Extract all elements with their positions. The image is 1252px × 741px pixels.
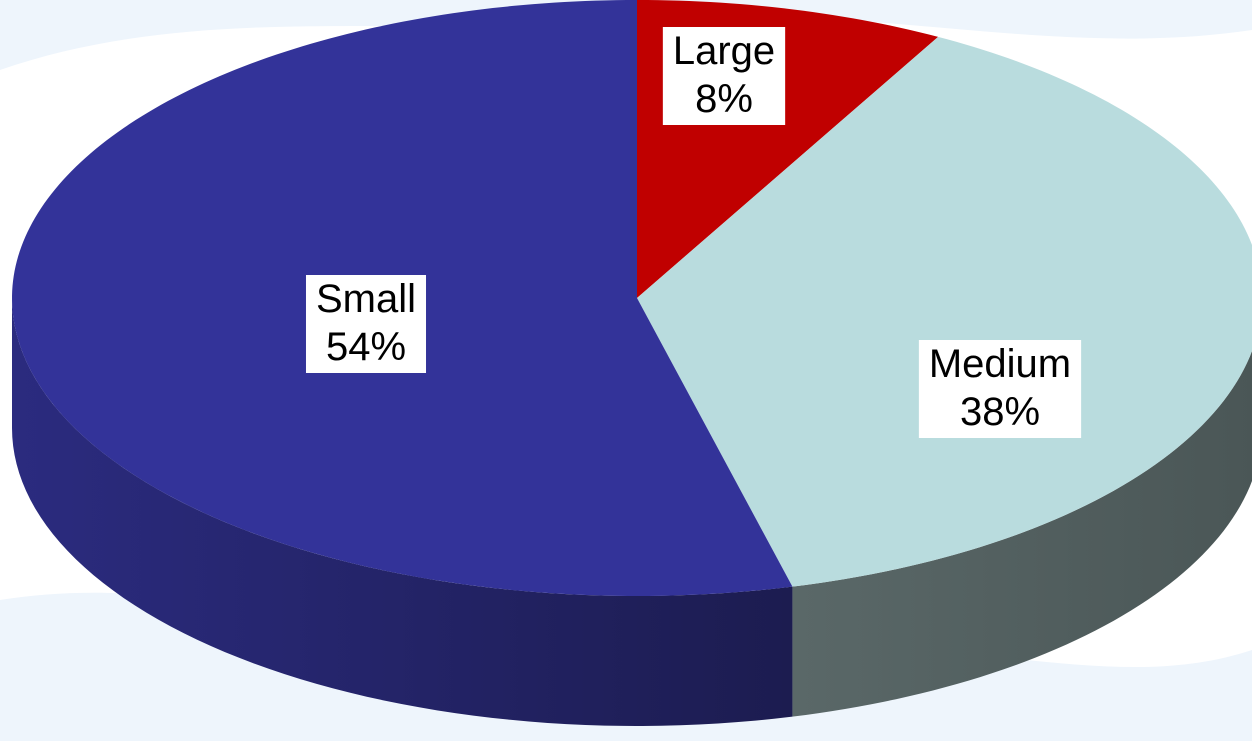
data-label-box xyxy=(305,275,427,373)
data-label-value: 8% xyxy=(695,77,753,121)
data-label-name: Small xyxy=(316,277,416,321)
data-label-box xyxy=(918,340,1082,438)
pie-side-small xyxy=(12,298,793,726)
data-label-value: 38% xyxy=(960,390,1040,434)
pie-slice-medium xyxy=(637,36,1252,587)
data-label-name: Large xyxy=(673,29,775,73)
pie-sides xyxy=(12,298,1252,726)
data-label-name: Medium xyxy=(929,342,1071,386)
data-label-box xyxy=(662,27,786,125)
pie-side-medium xyxy=(792,351,1252,717)
data-label-value: 54% xyxy=(326,325,406,369)
background-wave xyxy=(0,0,1252,70)
pie-tops xyxy=(12,0,1252,596)
